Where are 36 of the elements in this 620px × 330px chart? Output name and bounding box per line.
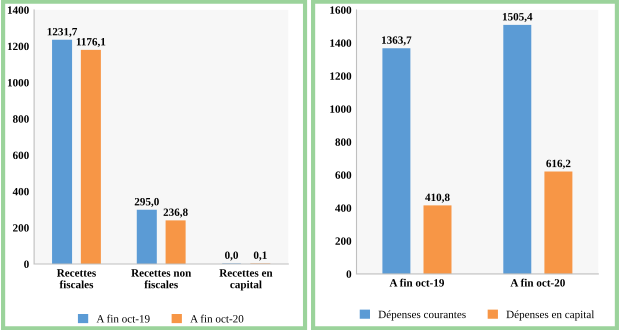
y-tick-label: 1400 bbox=[8, 6, 29, 14]
y-tick-label: 200 bbox=[13, 224, 29, 232]
y-tick-label: 1600 bbox=[330, 6, 352, 14]
y-tick-label: 400 bbox=[335, 204, 352, 212]
data-label: 1363,7 bbox=[382, 36, 412, 46]
y-tick-label: 0 bbox=[346, 270, 352, 278]
legend-label: A fin oct-20 bbox=[190, 314, 244, 323]
x-tick-label: A fin oct-19 bbox=[390, 278, 444, 287]
y-tick-label: 800 bbox=[335, 138, 352, 146]
data-label: 1505,4 bbox=[502, 12, 532, 22]
y-tick-label: 1200 bbox=[8, 42, 29, 50]
data-label: 0,1 bbox=[254, 251, 267, 261]
y-tick-label: 1000 bbox=[330, 105, 352, 113]
x-tick-label: Recettes non fiscales bbox=[131, 269, 192, 288]
data-label: 295,0 bbox=[134, 198, 159, 208]
data-label: 1176,1 bbox=[76, 38, 106, 48]
legend-label: Dépenses courantes bbox=[378, 310, 466, 320]
y-tick-label: 200 bbox=[335, 237, 352, 245]
y-tick-label: 400 bbox=[12, 188, 29, 196]
y-tick-label: 1200 bbox=[330, 72, 352, 80]
data-label: 1231,7 bbox=[48, 28, 78, 38]
y-tick-label: 600 bbox=[12, 152, 29, 160]
data-label: 236,8 bbox=[164, 208, 188, 218]
x-tick-label: Recettes en capital bbox=[219, 269, 272, 291]
data-label: 410,8 bbox=[425, 194, 450, 203]
legend-label: A fin oct-19 bbox=[96, 314, 150, 323]
data-label: 616,2 bbox=[546, 160, 570, 169]
y-tick-label: 800 bbox=[12, 115, 29, 123]
x-tick-label: Recettes fiscales bbox=[56, 269, 96, 288]
y-tick-label: 600 bbox=[335, 171, 352, 179]
y-tick-label: 0 bbox=[24, 260, 29, 268]
x-tick-label: A fin oct-20 bbox=[510, 278, 565, 287]
data-label: 0,0 bbox=[225, 251, 238, 261]
y-tick-label: 1400 bbox=[330, 39, 352, 47]
y-tick-label: 1000 bbox=[8, 78, 29, 86]
legend-label: Dépenses en capital bbox=[506, 310, 594, 320]
